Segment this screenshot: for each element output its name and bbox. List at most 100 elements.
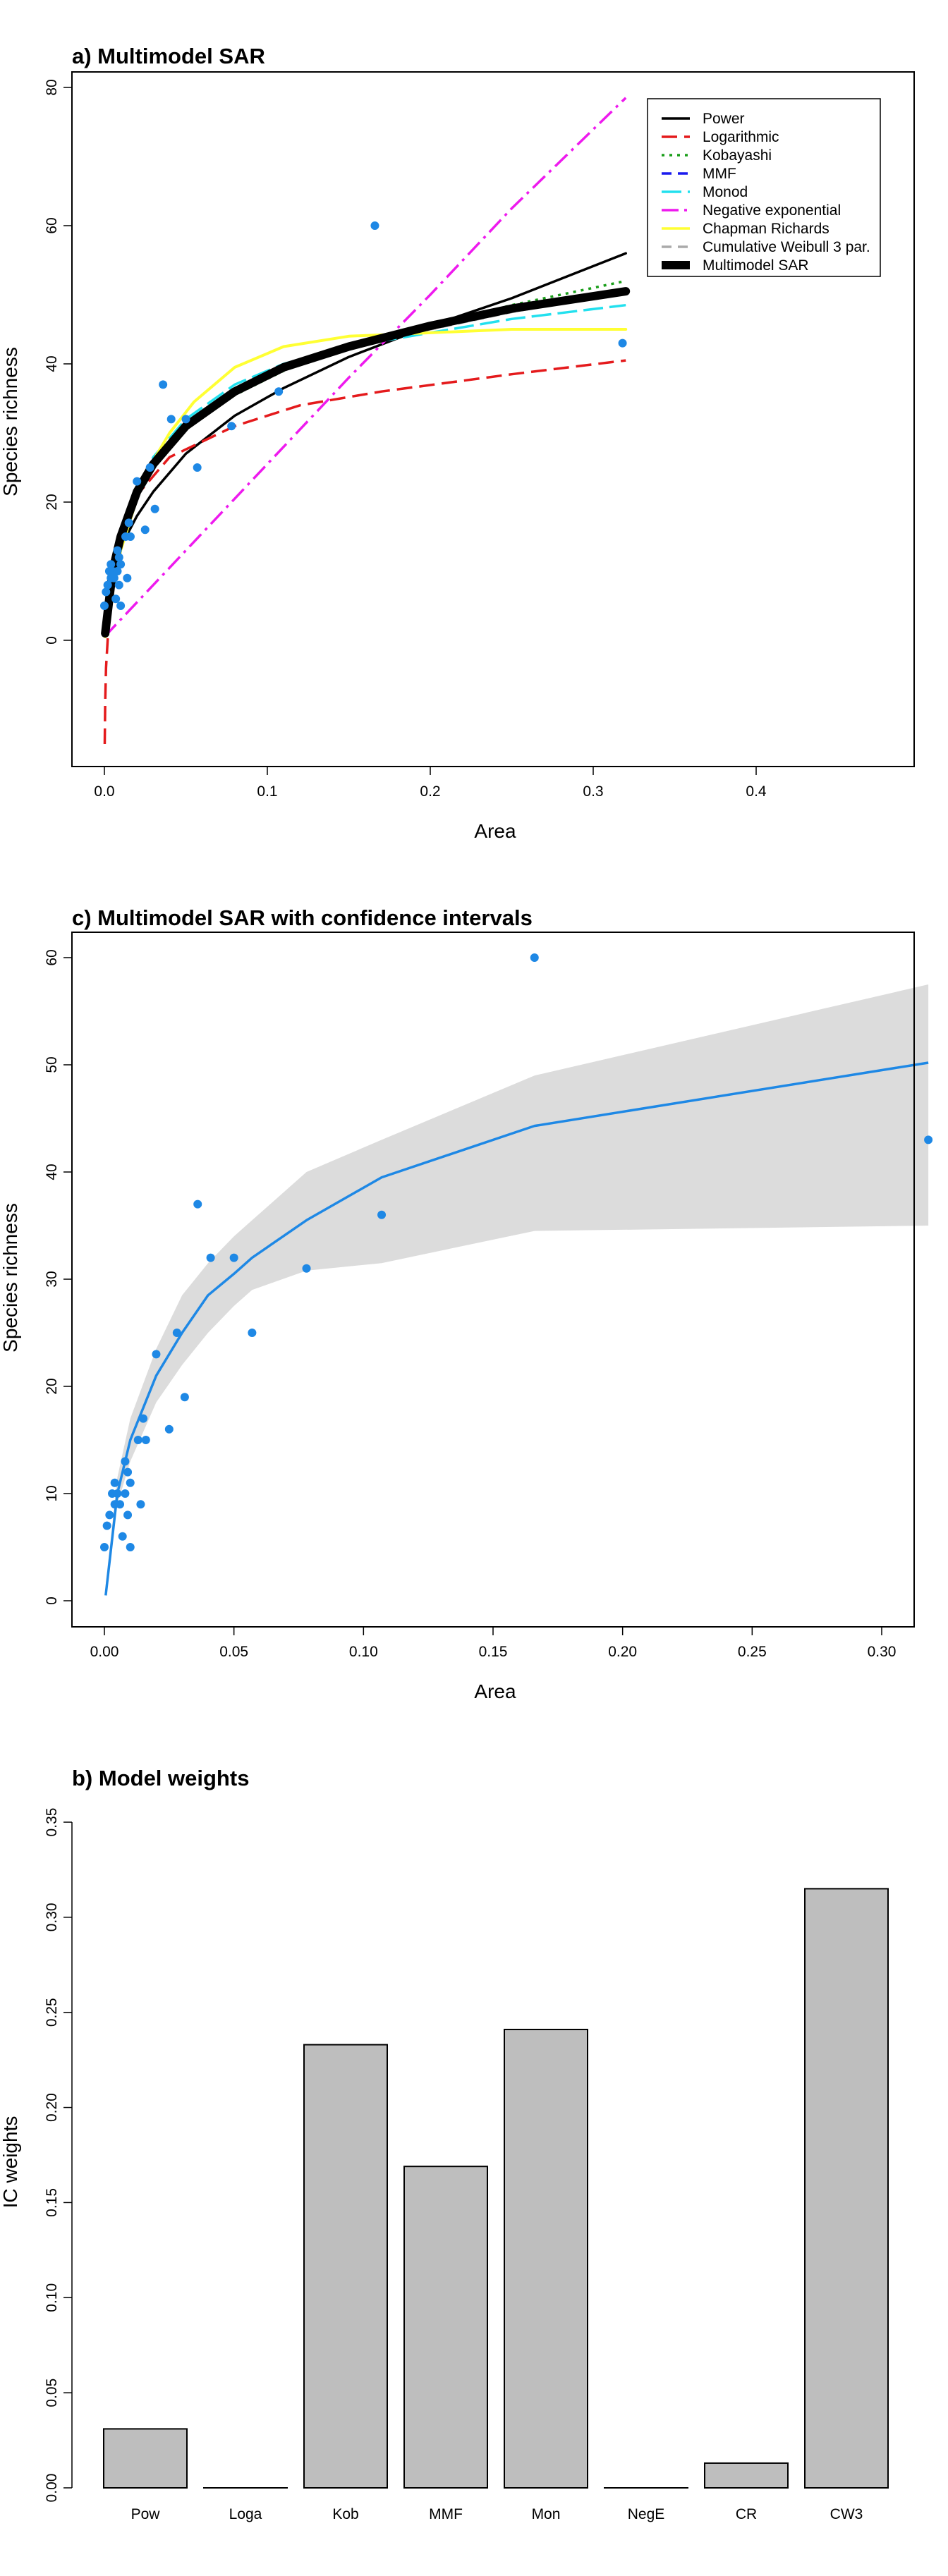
observed-point	[115, 581, 123, 590]
panel-c-title: c) Multimodel SAR with confidence interv…	[72, 905, 533, 930]
bar-CW3	[805, 1888, 888, 2488]
observed-point	[207, 1254, 215, 1262]
observed-point	[173, 1329, 181, 1337]
observed-point	[126, 1479, 135, 1487]
observed-point	[121, 1457, 129, 1465]
observed-point	[123, 1468, 132, 1477]
observed-point	[123, 574, 131, 582]
bar-label: Pow	[131, 2506, 161, 2522]
panel-c-y-axis-label: Species richness	[0, 1203, 21, 1353]
bar-label: Kob	[332, 2506, 358, 2522]
observed-point	[248, 1329, 256, 1337]
observed-point	[182, 415, 190, 423]
panel-c-x-tick-label: 0.30	[868, 1644, 897, 1660]
bar-MMF	[404, 2166, 487, 2488]
panel-c-x-tick-label: 0.00	[90, 1644, 119, 1660]
series-line-5	[104, 98, 626, 637]
observed-point	[133, 477, 141, 486]
observed-point	[116, 602, 125, 610]
observed-point	[126, 532, 135, 541]
bar-label: MMF	[429, 2506, 463, 2522]
legend-label: Chapman Richards	[703, 221, 830, 237]
panel-a-x-tick-label: 0.2	[420, 783, 440, 800]
panel-a-y-axis-label: Species richness	[0, 347, 21, 496]
panel-a-x-axis-label: Area	[474, 820, 516, 842]
observed-point	[126, 1543, 135, 1551]
panel-c-y-tick-label: 20	[44, 1378, 60, 1394]
legend-label: Negative exponential	[703, 202, 841, 219]
bar-label: NegE	[628, 2506, 665, 2522]
panel-c-x-tick-label: 0.10	[349, 1644, 378, 1660]
observed-point	[139, 1415, 147, 1423]
observed-point	[167, 415, 176, 423]
bar-label: CR	[736, 2506, 757, 2522]
panel-a-x-tick-label: 0.0	[94, 783, 114, 800]
panel-b-y-tick-label: 0.05	[44, 2379, 60, 2407]
observed-point	[103, 1522, 111, 1530]
observed-point	[121, 1489, 129, 1498]
observed-point	[116, 1500, 124, 1508]
panel-a: a) Multimodel SAR Area Species richness …	[0, 44, 914, 842]
observed-point	[227, 422, 236, 430]
panel-a-y-tick-label: 0	[44, 636, 60, 645]
panel-c-x-axis-label: Area	[474, 1680, 516, 1702]
panel-a-y-tick-label: 40	[44, 355, 60, 372]
panel-a-y-tick-label: 80	[44, 79, 60, 95]
observed-point	[111, 1479, 119, 1487]
observed-point	[377, 1211, 386, 1219]
panel-c-y-tick-label: 60	[44, 949, 60, 965]
bar-CR	[705, 2463, 788, 2488]
panel-a-x-tick-label: 0.1	[257, 783, 277, 800]
bar-label: Loga	[229, 2506, 262, 2522]
observed-point	[274, 387, 283, 396]
panel-a-x-tick-label: 0.3	[583, 783, 603, 800]
panel-a-y-tick-label: 60	[44, 217, 60, 233]
observed-point	[136, 1500, 145, 1508]
panel-b-y-tick-label: 0.30	[44, 1903, 60, 1931]
observed-point	[113, 1489, 121, 1498]
panel-b: b) Model weights IC weights 0.000.050.10…	[0, 1766, 888, 2522]
panel-a-x-tick-label: 0.4	[746, 783, 767, 800]
panel-b-y-tick-label: 0.15	[44, 2188, 60, 2217]
legend-label: Logarithmic	[703, 129, 779, 145]
panel-c-x-tick-label: 0.25	[738, 1644, 767, 1660]
observed-point	[181, 1393, 189, 1401]
series-line-4	[105, 305, 626, 634]
observed-point	[141, 525, 150, 534]
panel-a-observed-points	[100, 221, 627, 610]
bar-label: Mon	[532, 2506, 561, 2522]
observed-point	[370, 221, 379, 230]
legend-label: Power	[703, 111, 745, 127]
series-line-6	[105, 329, 626, 637]
observed-point	[125, 518, 133, 527]
panel-c-x-tick-label: 0.15	[479, 1644, 508, 1660]
observed-point	[619, 339, 627, 348]
panel-c-y-tick-label: 30	[44, 1271, 60, 1287]
observed-point	[152, 1350, 160, 1358]
observed-point	[116, 560, 125, 568]
observed-point	[159, 380, 167, 389]
bar-Kob	[304, 2045, 387, 2488]
panel-b-axes: 0.000.050.100.150.200.250.300.35	[44, 1808, 72, 2503]
panel-b-y-tick-label: 0.10	[44, 2283, 60, 2312]
observed-point	[100, 602, 109, 610]
observed-point	[134, 1436, 142, 1444]
observed-point	[530, 953, 539, 962]
panel-b-y-tick-label: 0.35	[44, 1808, 60, 1837]
panel-a-title: a) Multimodel SAR	[72, 44, 265, 68]
observed-point	[123, 1510, 132, 1519]
legend-label: Kobayashi	[703, 147, 772, 164]
legend-label: Multimodel SAR	[703, 257, 809, 274]
confidence-band	[106, 984, 928, 1595]
observed-point	[111, 594, 120, 603]
bar-label: CW3	[830, 2506, 863, 2522]
observed-point	[193, 463, 202, 472]
observed-point	[146, 463, 154, 472]
panel-b-title: b) Model weights	[72, 1766, 249, 1790]
panel-c: c) Multimodel SAR with confidence interv…	[0, 905, 932, 1702]
observed-point	[119, 1532, 127, 1541]
panel-c-confidence-band	[106, 984, 928, 1595]
observed-point	[151, 505, 159, 513]
